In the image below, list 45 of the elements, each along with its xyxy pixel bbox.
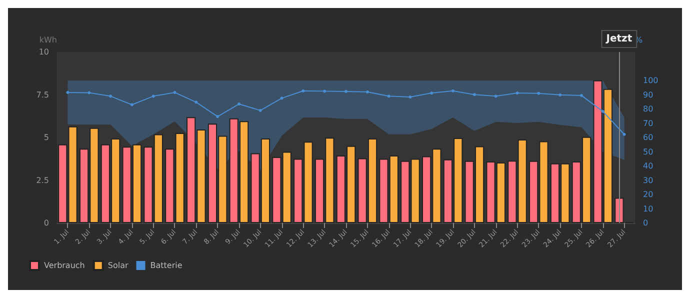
point (387, 94, 390, 98)
y2-tick-label: 0 (643, 218, 648, 228)
point (323, 90, 326, 93)
point (258, 108, 262, 112)
point (302, 89, 305, 92)
y-tick-label: 10 (38, 48, 49, 56)
y2-tick-label: 10 (643, 204, 654, 214)
line-series (66, 89, 626, 136)
point (366, 90, 369, 94)
point (601, 110, 604, 113)
y2-tick-label: 30 (643, 176, 654, 185)
point (280, 96, 284, 100)
point (516, 92, 519, 95)
point (216, 115, 220, 118)
y2-tick-label: 70 (643, 118, 654, 128)
y-tick-label: 7.5 (36, 90, 49, 100)
legend-label: Solar (108, 261, 129, 270)
y2-tick-label: 100 (643, 76, 658, 85)
point (130, 103, 134, 106)
y-tick-label: 0 (44, 218, 49, 228)
point (472, 93, 476, 96)
point (537, 92, 540, 95)
y-tick-label: 5 (44, 133, 49, 142)
point (152, 94, 155, 98)
point (194, 100, 198, 104)
ref-line-label: Jetzt (605, 34, 632, 44)
y-tick-label: 2.5 (36, 176, 49, 185)
point (109, 94, 112, 98)
y2-tick-label: 60 (643, 133, 654, 142)
point (622, 132, 626, 136)
point (173, 90, 176, 94)
y2-tick-label: 40 (643, 162, 654, 170)
point (558, 93, 562, 96)
y2-tick-label: 80 (643, 104, 654, 114)
point (494, 94, 498, 98)
y2-tick-label: 50 (643, 147, 654, 156)
point (452, 89, 455, 92)
point (66, 90, 70, 94)
point (408, 96, 412, 99)
legend-label: Batterie (150, 261, 182, 270)
point (88, 91, 91, 94)
y2-tick-label: 90 (643, 90, 654, 100)
legend-label: Verbrauch (44, 261, 85, 270)
y2-tick-label: 20 (643, 190, 654, 199)
y-axis-title: kWh (39, 36, 57, 44)
